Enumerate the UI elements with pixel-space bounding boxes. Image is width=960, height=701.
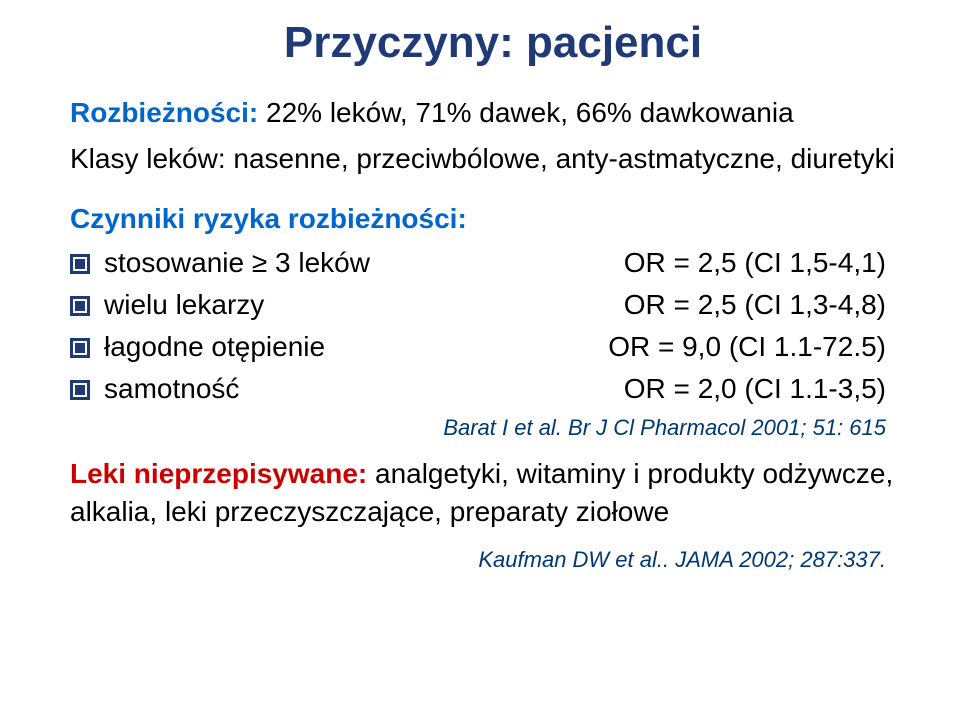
bullet-label: samotność [104, 373, 239, 405]
bullet-value: OR = 2,0 (CI 1.1-3,5) [624, 373, 916, 405]
bullet-value: OR = 2,5 (CI 1,3-4,8) [624, 289, 916, 321]
line-leki-nieprzepisywane: Leki nieprzepisywane: analgetyki, witami… [70, 455, 916, 531]
line-rozbieznosci-rest: 22% leków, 71% dawek, 66% dawkowania [258, 97, 793, 128]
slide: Przyczyny: pacjenci Rozbieżności: 22% le… [0, 0, 960, 701]
citation-2: Kaufman DW et al.. JAMA 2002; 287:337. [70, 547, 886, 573]
line-klasy-lekow: Klasy leków: nasenne, przeciwbólowe, ant… [70, 140, 916, 178]
square-bullet-icon [70, 338, 104, 358]
line-rozbieznosci: Rozbieżności: 22% leków, 71% dawek, 66% … [70, 94, 916, 132]
bullet-row: łagodne otępienie OR = 9,0 (CI 1.1-72.5) [70, 331, 916, 363]
bullet-row: stosowanie ≥ 3 leków OR = 2,5 (CI 1,5-4,… [70, 247, 916, 279]
bullet-value: OR = 9,0 (CI 1.1-72.5) [608, 331, 916, 363]
square-bullet-icon [70, 254, 104, 274]
citation-1: Barat I et al. Br J Cl Pharmacol 2001; 5… [70, 415, 886, 441]
line-leki-lead: Leki nieprzepisywane: [70, 458, 367, 489]
line-rozbieznosci-lead: Rozbieżności: [70, 97, 258, 128]
bullet-label: stosowanie ≥ 3 leków [104, 247, 370, 279]
bullet-label: wielu lekarzy [104, 289, 264, 321]
bullet-value: OR = 2,5 (CI 1,5-4,1) [624, 247, 916, 279]
bullet-row: samotność OR = 2,0 (CI 1.1-3,5) [70, 373, 916, 405]
slide-title: Przyczyny: pacjenci [70, 18, 916, 68]
bullet-row: wielu lekarzy OR = 2,5 (CI 1,3-4,8) [70, 289, 916, 321]
bullet-label: łagodne otępienie [104, 331, 325, 363]
square-bullet-icon [70, 380, 104, 400]
square-bullet-icon [70, 296, 104, 316]
heading-czynniki: Czynniki ryzyka rozbieżności: [70, 200, 916, 238]
